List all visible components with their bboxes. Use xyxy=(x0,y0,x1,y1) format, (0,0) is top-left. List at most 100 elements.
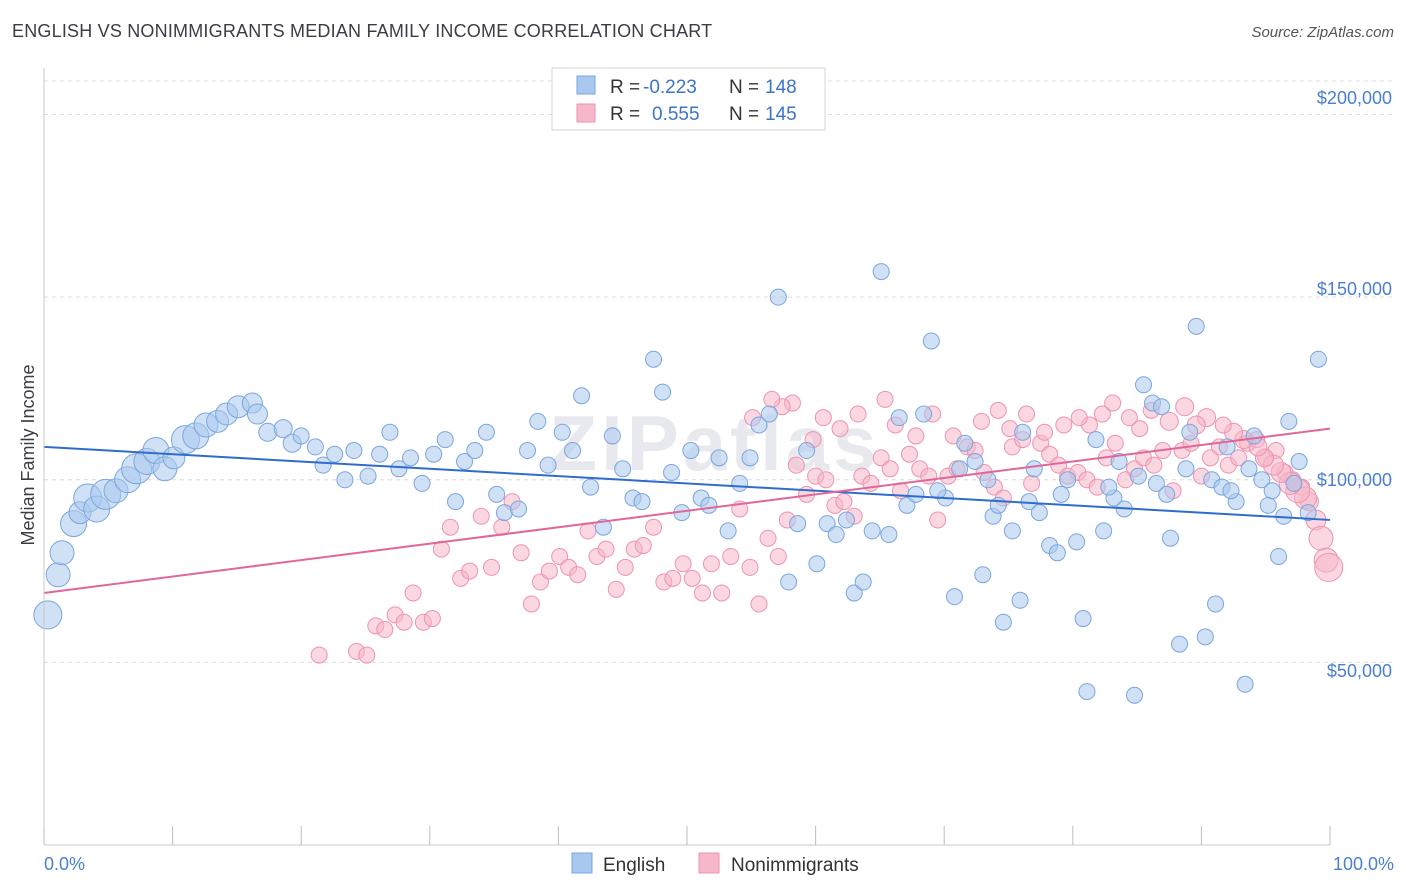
legend-nonimmigrants-swatch xyxy=(698,852,720,874)
english-point xyxy=(603,427,621,445)
english-point xyxy=(495,504,513,522)
english-point xyxy=(863,522,881,540)
nonimmigrants-point xyxy=(531,573,549,591)
english-point xyxy=(49,540,75,566)
nonimmigrants-point xyxy=(404,584,422,602)
english-point xyxy=(780,573,798,591)
x-tick-label-0: 0.0% xyxy=(44,854,85,874)
trend-lines xyxy=(43,427,1331,594)
nonimmigrants-point xyxy=(929,511,947,529)
nonimmigrants-point xyxy=(920,467,938,485)
english-point xyxy=(1153,398,1171,416)
nonimmigrants-point xyxy=(616,558,634,576)
series-legend: English Nonimmigrants xyxy=(571,852,859,876)
english-point xyxy=(890,409,908,427)
english-point xyxy=(45,562,71,588)
source-credit: Source: ZipAtlas.com xyxy=(1251,24,1394,41)
english-point xyxy=(880,526,898,544)
nonimmigrants-point xyxy=(1214,416,1232,434)
english-r-label: R = xyxy=(610,77,640,98)
nonimmigrants-point xyxy=(683,569,701,587)
x-tick-label-100: 100.0% xyxy=(1333,854,1394,874)
english-point xyxy=(314,456,332,474)
english-point xyxy=(1100,478,1118,496)
english-point xyxy=(1177,460,1195,478)
nonimmigrants-point xyxy=(849,405,867,423)
grid xyxy=(44,80,1394,663)
nonimmigrants-point xyxy=(483,558,501,576)
english-point xyxy=(915,405,933,423)
english-point xyxy=(1074,610,1092,628)
english-point xyxy=(529,412,547,430)
english-point xyxy=(1187,317,1205,335)
english-point xyxy=(872,263,890,281)
nonimmigrants-point xyxy=(872,449,890,467)
english-point xyxy=(731,474,749,492)
english-point xyxy=(1059,471,1077,489)
stats-legend-box xyxy=(551,67,826,131)
nonimmigrants-point xyxy=(907,427,925,445)
nonimmigrants-point xyxy=(713,584,731,602)
english-point xyxy=(1135,376,1153,394)
y-tick-label-150000: $150,000 xyxy=(1317,279,1392,299)
english-point xyxy=(1207,595,1225,613)
nonimmigrants-point xyxy=(817,471,835,489)
english-point xyxy=(1309,350,1327,368)
english-point xyxy=(336,471,354,489)
nonimmigrants-point xyxy=(876,390,894,408)
nonimmigrants-point xyxy=(1159,411,1179,431)
nonimmigrants-point xyxy=(1104,394,1122,412)
english-point xyxy=(306,438,324,456)
nonimmigrants-point xyxy=(1201,449,1219,467)
english-point xyxy=(1263,482,1281,500)
nonimmigrants-point xyxy=(1018,405,1036,423)
english-point xyxy=(1259,496,1277,514)
english-point xyxy=(1048,544,1066,562)
nonimmigrants-point xyxy=(972,412,990,430)
nonimmigrants-point xyxy=(722,547,740,565)
nonimmigrants-point xyxy=(634,537,652,555)
nonimmigrants-n-value: 145 xyxy=(765,104,797,125)
stats-legend: R = -0.223 N = 148 R = 0.555 N = 145 xyxy=(551,67,826,131)
english-point xyxy=(488,485,506,503)
english-point xyxy=(381,423,399,441)
english-point xyxy=(553,423,571,441)
legend-english-label: English xyxy=(603,855,665,876)
english-point xyxy=(1052,485,1070,503)
english-point xyxy=(966,453,984,470)
nonimmigrants-point xyxy=(597,540,615,558)
english-point xyxy=(719,522,737,540)
english-point xyxy=(979,471,997,489)
english-point xyxy=(750,416,768,434)
nonimmigrants-point xyxy=(1230,449,1248,467)
english-point xyxy=(1245,427,1263,445)
english-point xyxy=(633,493,651,511)
nonimmigrants-trend-line xyxy=(43,427,1331,594)
nonimmigrants-r-value: 0.555 xyxy=(652,104,700,125)
legend-english-swatch xyxy=(571,852,593,874)
english-point xyxy=(1270,547,1288,565)
english-point xyxy=(1285,474,1303,492)
english-point xyxy=(1171,635,1189,653)
nonimmigrants-point xyxy=(1093,405,1111,423)
nonimmigrants-point xyxy=(461,562,479,580)
nonimmigrants-point xyxy=(1106,434,1124,452)
nonimmigrants-point xyxy=(1120,409,1138,427)
english-point xyxy=(564,442,582,460)
nonimmigrants-point xyxy=(702,555,720,573)
english-point xyxy=(956,434,974,452)
english-points xyxy=(33,263,1327,704)
nonimmigrants-point xyxy=(787,456,805,474)
english-point xyxy=(326,445,344,463)
nonimmigrants-point xyxy=(522,595,540,613)
nonimmigrants-point xyxy=(881,460,899,478)
nonimmigrants-swatch xyxy=(576,103,596,123)
nonimmigrants-n-label: N = xyxy=(729,104,759,125)
english-point xyxy=(1181,423,1199,441)
english-point xyxy=(1162,529,1180,547)
english-point xyxy=(1068,533,1086,551)
nonimmigrants-point xyxy=(1070,409,1088,427)
english-point xyxy=(994,613,1012,631)
nonimmigrants-point xyxy=(645,518,663,536)
